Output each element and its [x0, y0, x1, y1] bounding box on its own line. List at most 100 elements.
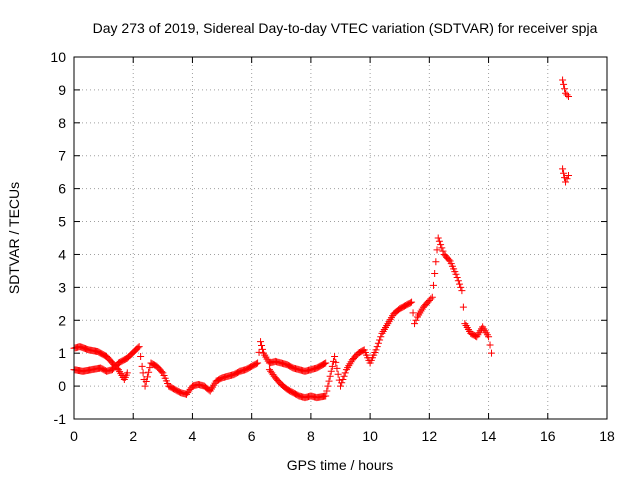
gridlines	[74, 57, 607, 419]
data-point	[145, 368, 153, 376]
data-point	[137, 352, 145, 360]
data-point	[340, 372, 348, 380]
x-tick-label: 10	[362, 428, 378, 444]
data-point	[427, 295, 435, 303]
data-point	[434, 234, 442, 242]
data-point	[158, 368, 166, 376]
data-point	[259, 345, 267, 353]
axis-ticks	[73, 56, 608, 420]
data-point	[435, 237, 443, 245]
x-tick-label: 12	[422, 428, 438, 444]
data-point	[372, 346, 380, 354]
data-point	[428, 293, 436, 301]
data-point	[255, 348, 263, 356]
data-point	[485, 333, 493, 341]
y-tick-label: 8	[58, 115, 66, 131]
data-point	[409, 309, 417, 317]
data-point	[565, 171, 573, 179]
data-point	[429, 281, 437, 289]
data-point	[562, 89, 570, 97]
data-point	[341, 369, 349, 377]
y-tick-label: 4	[58, 246, 66, 262]
data-point	[431, 270, 439, 278]
data-point	[412, 316, 420, 324]
data-point	[563, 91, 571, 99]
x-tick-label: 14	[481, 428, 497, 444]
x-tick-label: 4	[189, 428, 197, 444]
data-point	[559, 76, 567, 84]
y-axis-label: SDTVAR / TECUs	[6, 182, 22, 294]
data-point	[337, 382, 344, 390]
data-point	[325, 377, 333, 385]
data-point	[146, 364, 154, 372]
x-tick-label: 6	[248, 428, 256, 444]
data-point	[257, 338, 265, 346]
data-point	[324, 382, 332, 390]
y-tick-label: 7	[58, 148, 66, 164]
data-point	[459, 303, 467, 311]
data-point	[254, 359, 262, 367]
y-tick-label: 0	[58, 378, 66, 394]
data-point	[374, 339, 382, 347]
data-point	[406, 299, 414, 307]
y-tick-label: 5	[58, 214, 66, 230]
data-point	[425, 297, 433, 305]
data-point	[332, 358, 340, 366]
data-point	[326, 372, 334, 380]
data-point	[437, 241, 445, 249]
data-point	[321, 360, 329, 368]
y-tick-label: 3	[58, 279, 66, 295]
data-point	[486, 341, 494, 349]
data-point	[322, 392, 330, 400]
data-point	[141, 382, 149, 390]
x-tick-label: 2	[129, 428, 137, 444]
data-point	[433, 246, 441, 254]
y-tick-label: 10	[50, 49, 66, 65]
data-point	[445, 256, 453, 264]
data-point	[377, 333, 385, 341]
data-point	[323, 387, 331, 395]
data-point	[562, 178, 570, 186]
data-point	[488, 349, 496, 357]
x-tick-label: 16	[540, 428, 556, 444]
data-point	[143, 373, 151, 381]
data-point	[438, 244, 446, 252]
x-tick-label: 0	[70, 428, 78, 444]
y-tick-labels: -1 0 1 2 3 4 5 6 7 8 9 10	[50, 49, 66, 427]
chart-title: Day 273 of 2019, Sidereal Day-to-day VTE…	[93, 20, 598, 36]
data-point	[139, 369, 147, 377]
data-point	[138, 362, 146, 370]
data-point	[322, 359, 330, 367]
data-point	[373, 343, 381, 351]
data-point	[135, 343, 143, 351]
data-point	[411, 320, 419, 328]
data-point	[334, 370, 342, 378]
data-points	[70, 76, 573, 402]
data-point	[338, 379, 346, 387]
data-point	[258, 342, 266, 350]
data-point	[339, 376, 347, 384]
data-point	[376, 336, 384, 344]
data-point	[134, 344, 142, 352]
data-point	[432, 258, 440, 266]
data-point	[408, 298, 416, 306]
data-point	[439, 247, 447, 255]
data-point	[565, 92, 573, 100]
data-point	[561, 85, 569, 93]
data-point	[457, 283, 465, 291]
data-point	[456, 280, 464, 288]
data-point	[252, 360, 260, 368]
y-tick-label: 9	[58, 82, 66, 98]
data-point	[560, 169, 568, 177]
data-point	[560, 80, 568, 88]
data-point	[328, 362, 336, 370]
data-point	[123, 369, 131, 377]
data-point	[327, 367, 335, 375]
data-point	[454, 277, 462, 285]
data-point	[333, 364, 341, 372]
data-point	[331, 352, 339, 360]
y-tick-label: 2	[58, 312, 66, 328]
data-point	[453, 273, 461, 281]
x-tick-label: 8	[307, 428, 315, 444]
